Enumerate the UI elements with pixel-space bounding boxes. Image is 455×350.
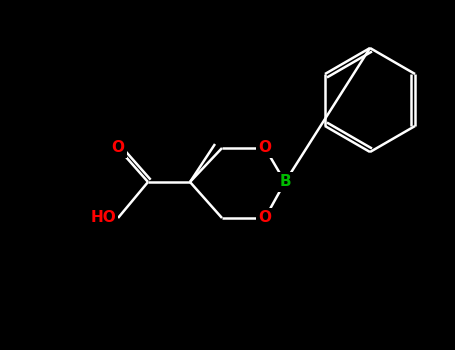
Text: HO: HO: [90, 210, 116, 225]
Text: B: B: [279, 175, 291, 189]
Text: O: O: [258, 210, 272, 225]
Text: O: O: [111, 140, 125, 155]
Text: O: O: [258, 140, 272, 155]
